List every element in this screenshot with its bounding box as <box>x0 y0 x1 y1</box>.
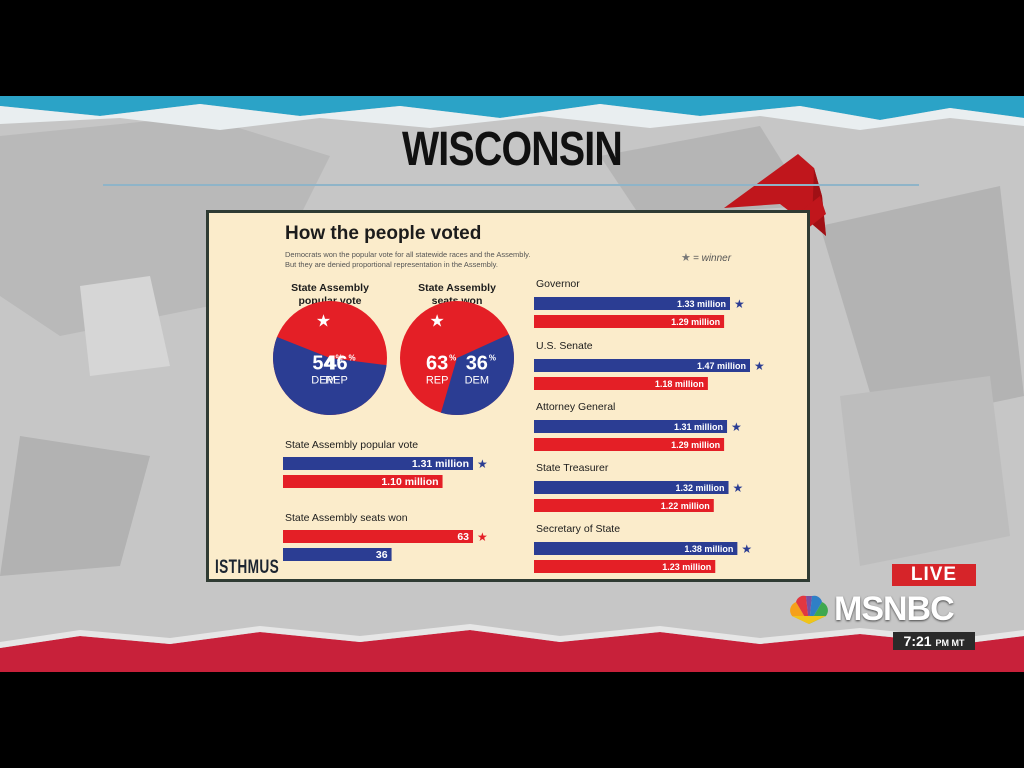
bar-value-label: 1.31 million <box>412 458 469 470</box>
bar-value-label: 1.18 million <box>655 379 704 389</box>
msnbc-logo: MSNBC <box>786 590 978 628</box>
winner-star-icon: ★ <box>734 297 745 311</box>
bar <box>283 475 443 488</box>
clock-time: 7:21 <box>903 633 932 649</box>
legend-star-icon: ★ <box>681 252 691 264</box>
winner-star-icon: ★ <box>477 457 488 471</box>
bar <box>534 560 716 573</box>
winner-star-icon: ★ <box>316 312 331 331</box>
bar <box>534 542 738 555</box>
bar <box>534 315 725 328</box>
broadcast-clock: 7:21 PM MT <box>893 632 975 650</box>
bar-value-label: 1.32 million <box>675 483 724 493</box>
broadcast-frame: WISCONSIN How the people voted Democrats… <box>0 96 1024 672</box>
pie-slice-dem <box>273 337 387 415</box>
bar-value-label: 1.47 million <box>697 361 746 371</box>
pie-value-label: 46 <box>325 352 347 374</box>
headline-rule <box>103 184 919 186</box>
pie-value-label: 63 <box>426 352 448 374</box>
bar <box>534 359 750 372</box>
bar-value-label: 1.10 million <box>381 476 438 488</box>
bar <box>534 499 714 512</box>
bar-group-title: Attorney General <box>536 401 615 413</box>
pie-party-label: REP <box>325 374 348 386</box>
bar-value-label: 63 <box>457 531 469 543</box>
infographic-panel: How the people voted Democrats won the p… <box>206 210 810 582</box>
bar <box>534 377 708 390</box>
infographic-subtitle-line-2: But they are denied proportional represe… <box>285 260 498 269</box>
pie-party-label: REP <box>426 374 449 386</box>
network-name: MSNBC <box>834 590 955 628</box>
clock-suffix: PM MT <box>935 638 965 648</box>
bar-group-title: State Assembly popular vote <box>285 439 418 451</box>
pie-percent-sign: % <box>335 353 342 362</box>
bar-group-title: State Assembly seats won <box>285 512 408 524</box>
winner-star-icon: ★ <box>741 542 752 556</box>
bar-value-label: 1.29 million <box>671 317 720 327</box>
winner-star-icon: ★ <box>754 359 765 373</box>
pie-slice-dem <box>440 334 514 415</box>
background-art <box>0 96 1024 672</box>
pointer-arrow-head <box>724 154 826 272</box>
pie-party-label: DEM <box>465 374 489 386</box>
bar-group-title: State Treasurer <box>536 462 609 474</box>
legend-winner-label: = winner <box>693 253 732 264</box>
bar-value-label: 1.38 million <box>684 544 733 554</box>
bar-group-title: Secretary of State <box>536 523 620 535</box>
pie-percent-sign: % <box>449 353 456 362</box>
winner-star-icon: ★ <box>733 481 744 495</box>
infographic-subtitle-line-1: Democrats won the popular vote for all s… <box>285 250 530 259</box>
bar <box>534 420 728 433</box>
winner-star-icon: ★ <box>430 312 445 331</box>
bar <box>283 457 473 470</box>
bar-value-label: 36 <box>376 549 388 561</box>
bar-value-label: 1.23 million <box>662 562 711 572</box>
pie-percent-sign: % <box>349 353 356 362</box>
isthmus-logo: ISTHMUS <box>215 557 280 578</box>
bar-value-label: 1.29 million <box>671 440 720 450</box>
winner-star-icon: ★ <box>731 420 742 434</box>
bar-value-label: 1.22 million <box>661 501 710 511</box>
bar <box>283 548 392 561</box>
infographic-title: How the people voted <box>285 223 481 244</box>
bar <box>283 530 473 543</box>
pie-value-label: 54 <box>312 352 335 374</box>
bar-value-label: 1.31 million <box>674 422 723 432</box>
infographic-chart: How the people voted Democrats won the p… <box>273 223 765 573</box>
peacock-icon <box>790 595 828 624</box>
pie-value-label: 36 <box>466 352 488 374</box>
bar-group-title: U.S. Senate <box>536 340 593 352</box>
bar-group-title: Governor <box>536 278 580 290</box>
bar-value-label: 1.33 million <box>677 299 726 309</box>
bar <box>534 481 729 494</box>
bar <box>534 297 730 310</box>
pie-percent-sign: % <box>489 353 496 362</box>
winner-star-icon: ★ <box>477 530 488 544</box>
bar <box>534 438 725 451</box>
live-badge: LIVE <box>892 564 976 586</box>
headline: WISCONSIN <box>401 123 623 176</box>
pie-title: State Assembly <box>418 282 496 294</box>
pie-party-label: DEM <box>311 374 335 386</box>
pie-title: State Assembly <box>291 282 369 294</box>
